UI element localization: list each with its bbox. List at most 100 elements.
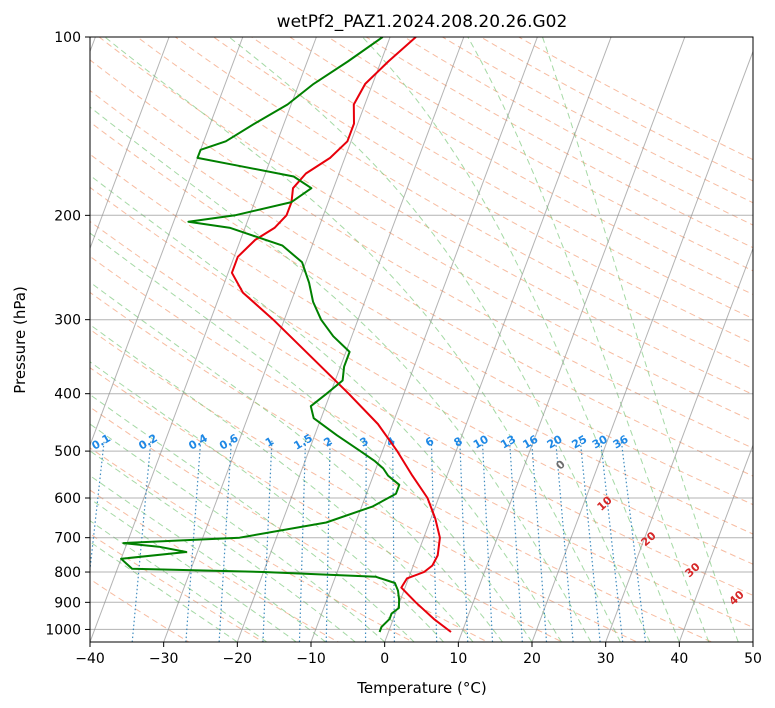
mixing-ratio-label: 6 [423, 434, 436, 449]
moist-adiabat-line [90, 498, 297, 642]
isotherm-line [310, 37, 538, 642]
mixing-ratio-label: 16 [521, 432, 541, 451]
dry-adiabat-line [174, 37, 753, 370]
mixing-ratio-line [364, 440, 367, 642]
mixing-ratio-line [459, 440, 469, 642]
dry-adiabat-line [90, 153, 753, 535]
dry-adiabat-line [90, 328, 639, 642]
mixing-ratio-label: 36 [611, 432, 631, 451]
moist-adiabat-label: 10 [595, 494, 615, 514]
x-tick-label: 0 [380, 651, 389, 667]
moist-adiabat-line [228, 37, 651, 642]
mixing-ratio-line [325, 440, 331, 642]
mixing-ratio-line [555, 440, 574, 642]
mixing-ratio-label: 0.2 [136, 432, 159, 453]
mixing-ratio-line [481, 440, 494, 642]
y-tick-label: 100 [54, 30, 81, 46]
moist-adiabat-line [542, 37, 739, 642]
x-tick-label: −10 [296, 651, 326, 667]
isotherm-line [163, 37, 391, 642]
dry-adiabat-line [90, 489, 340, 642]
dry-adiabat-line [90, 186, 753, 565]
y-tick-label: 700 [54, 531, 81, 547]
moist-adiabat-line [90, 232, 533, 642]
plot-area: 0.10.20.40.611.52346810131620253036−100−… [90, 37, 753, 642]
dry-adiabat-line [288, 37, 753, 296]
moist-adiabat-line [90, 361, 444, 642]
moist-adiabat-line [90, 423, 386, 642]
isotherm-line [90, 37, 170, 250]
x-axis: −40 −30 −20 −10 0 10 20 30 40 50 [75, 642, 762, 667]
y-tick-label: 1000 [45, 622, 81, 638]
dry-adiabat-line [136, 37, 753, 396]
mixing-ratio-line [131, 440, 152, 642]
dry-adiabat-line [403, 37, 753, 226]
mixing-ratio-line [392, 440, 395, 642]
moist-adiabat-line [467, 37, 710, 642]
moist-adiabat-line [90, 541, 238, 642]
dry-adiabat-line [90, 220, 753, 596]
x-tick-label: −20 [223, 651, 253, 667]
dry-adiabat-line [90, 447, 414, 642]
x-tick-label: 20 [523, 651, 541, 667]
chart-title: wetPf2_PAZ1.2024.208.20.26.G02 [277, 12, 568, 32]
x-tick-label: 40 [670, 651, 688, 667]
mixing-ratio-label: 0.6 [217, 431, 241, 452]
dry-adiabat-line [250, 37, 753, 320]
moist-adiabat-label: 40 [727, 588, 747, 608]
dry-adiabat-line [90, 59, 753, 449]
isotherm-line [752, 640, 753, 642]
y-axis: 1000 900 800 700 600 500 400 300 200 100 [45, 30, 90, 638]
isotherm-line [605, 246, 753, 642]
mixing-ratio-line [185, 440, 202, 642]
isotherm-line [678, 443, 753, 642]
mixing-ratio-line [579, 440, 601, 642]
mixing-ratio-label: 0.1 [90, 432, 113, 453]
mixing-ratio-line [430, 440, 438, 642]
mixing-ratio-line [262, 440, 273, 642]
plot-frame [89, 36, 754, 643]
y-tick-label: 200 [54, 208, 81, 224]
dry-adiabat-line [90, 255, 753, 628]
isotherm-line [90, 37, 244, 447]
x-axis-title: Temperature (°C) [356, 679, 486, 697]
isotherm-line [90, 37, 317, 642]
mixing-ratio-line [509, 440, 523, 642]
y-tick-label: 900 [54, 595, 81, 611]
x-tick-label: −30 [149, 651, 179, 667]
dewpoint-profile [120, 37, 401, 633]
x-tick-label: 10 [449, 651, 467, 667]
moist-adiabat-label: 30 [683, 560, 703, 580]
mixing-ratio-label: 3 [358, 435, 371, 450]
mixing-ratio-line [600, 440, 624, 642]
y-tick-label: 300 [54, 313, 81, 329]
moist-adiabat-line [90, 450, 356, 642]
mixing-ratio-label: 13 [498, 433, 518, 452]
mixing-ratio-label: 2 [321, 435, 334, 450]
temperature-profile [230, 37, 452, 633]
dry-adiabat-line [90, 121, 753, 506]
y-axis-title: Pressure (hPa) [11, 286, 29, 394]
mixing-ratio-label: 1 [263, 435, 276, 450]
moist-adiabat-line [90, 324, 474, 642]
moist-adiabat-line [362, 37, 680, 642]
x-tick-label: 50 [744, 651, 762, 667]
dry-adiabat-line [365, 37, 753, 249]
y-tick-label: 500 [54, 444, 81, 460]
dry-adiabat-line [90, 89, 753, 477]
moist-adiabat-line [90, 174, 562, 642]
y-tick-label: 400 [54, 387, 81, 403]
moist-adiabat-line [90, 520, 268, 642]
mixing-ratio-line [620, 440, 647, 642]
moist-adiabat-line [104, 37, 621, 642]
isotherm-line [384, 37, 612, 642]
moist-adiabat-line [90, 394, 415, 642]
y-tick-label: 600 [54, 491, 81, 507]
isotherm-line [236, 37, 465, 642]
dry-adiabat-line [90, 367, 564, 642]
dry-adiabat-line [98, 37, 753, 422]
isotherm-line [531, 50, 753, 642]
x-tick-label: −40 [75, 651, 105, 667]
dry-adiabat-line [90, 533, 265, 642]
